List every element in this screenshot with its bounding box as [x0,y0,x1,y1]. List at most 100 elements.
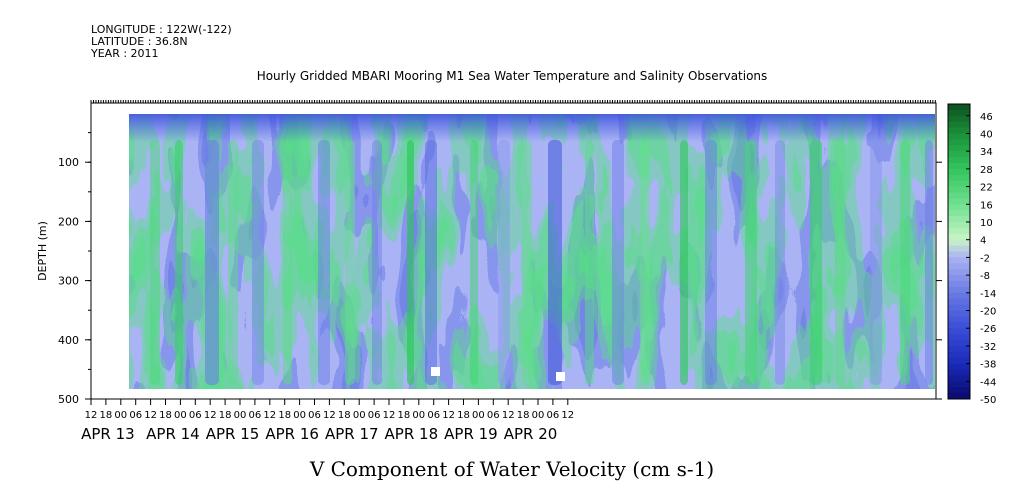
x-hour-label: 06 [249,410,262,421]
colorbar-swatch [948,115,970,123]
x-hour-label: 12 [323,410,336,421]
velocity-streak [745,140,757,385]
colorbar-swatch [948,186,970,193]
colorbar-swatch [948,340,970,347]
x-date-label: APR 19 [444,425,498,443]
x-hour-label: 06 [547,410,560,421]
colorbar-swatch [948,233,970,241]
x-hour-label: 00 [174,410,187,421]
colorbar-swatch [948,275,970,282]
colorbar-swatch [948,251,970,258]
velocity-streak [318,140,330,385]
x-hour-label: 12 [502,410,515,421]
x-date-label: APR 15 [206,425,260,443]
x-hour-label: 18 [278,410,291,421]
colorbar-frame [947,103,971,400]
colorbar-swatch [948,375,970,382]
colorbar-label: -8 [980,271,990,282]
colorbar-label: -26 [980,324,996,335]
colorbar-label: 4 [980,236,986,247]
velocity-streak [640,140,650,385]
velocity-streak [470,140,478,385]
x-date-label: APR 17 [325,425,379,443]
y-tick-label: 500 [58,393,79,406]
latitude-label: LATITUDE : 36.8N [91,35,188,48]
colorbar-swatch [948,139,970,146]
colorbar-swatch [948,192,970,199]
x-hour-label: 18 [100,410,113,421]
colorbar-label: 40 [980,130,993,141]
colorbar-swatch [948,310,970,317]
velocity-streak [870,140,882,385]
velocity-streak [228,140,238,385]
missing-cell-1 [431,367,440,376]
velocity-streak [498,140,510,385]
x-hour-label: 12 [144,410,157,421]
colorbar-swatch [948,334,970,341]
x-hour-label: 12 [204,410,217,421]
velocity-streak [612,140,624,385]
colorbar-swatch [948,322,970,329]
colorbar-label: 34 [980,147,993,158]
x-hour-label: 06 [487,410,500,421]
colorbar-swatch [948,210,970,217]
colorbar-swatch [948,227,970,235]
colorbar-swatch [948,387,970,394]
velocity-streak [345,140,355,385]
colorbar: 46 40 34 28 22 16 10 4 -2 -8 -14 -20 -26 -32 -38 -44 -50 [947,103,996,406]
x-hour-label: 12 [561,410,574,421]
x-date-label: APR 13 [81,425,135,443]
x-hour-label: 12 [85,410,98,421]
velocity-bands [150,140,933,385]
colorbar-swatch [948,133,970,140]
colorbar-swatch [948,204,970,211]
colorbar-swatch [948,357,970,364]
colorbar-swatch [948,239,970,246]
x-date-label: APR 18 [385,425,439,443]
year-label: YEAR : 2011 [91,47,159,60]
colorbar-label: 10 [980,218,993,229]
colorbar-swatch [948,222,970,229]
colorbar-label: 22 [980,183,993,194]
colorbar-swatch [948,157,970,164]
x-hour-label: 00 [472,410,485,421]
colorbar-swatch [948,198,970,205]
x-hour-label: 00 [234,410,247,421]
longitude-label: LONGITUDE : 122W(-122) [91,23,232,36]
colorbar-swatch [948,269,970,276]
x-hour-label: 06 [368,410,381,421]
colorbar-swatch [948,121,970,128]
chart-title: Hourly Gridded MBARI Mooring M1 Sea Wate… [257,69,768,83]
velocity-streak [680,140,688,385]
colorbar-swatch [948,298,970,305]
x-hour-label: 18 [398,410,411,421]
velocity-streak [835,140,845,385]
colorbar-swatch [948,127,970,134]
colorbar-swatch [948,245,970,252]
velocity-streak [775,140,785,385]
x-hour-label: 12 [442,410,455,421]
velocity-streak [283,140,292,385]
x-axis-label: V Component of Water Velocity (cm s-1) [309,457,714,481]
velocity-streak [372,140,382,385]
x-hour-label: 00 [293,410,306,421]
velocity-streak [407,140,414,385]
colorbar-swatch [948,351,970,359]
colorbar-swatch [948,286,970,294]
velocity-streak [425,140,437,385]
x-hour-label: 00 [412,410,425,421]
velocity-streak [810,140,822,385]
x-hour-label: 06 [129,410,142,421]
colorbar-label: 28 [980,165,993,176]
velocity-streak [205,140,219,385]
heatmap-field [129,114,935,389]
velocity-streak [150,140,160,385]
x-hour-label: 18 [159,410,172,421]
colorbar-label: -38 [980,360,996,371]
colorbar-swatch [948,369,970,376]
colorbar-label: -20 [980,307,996,318]
velocity-streak [548,140,562,385]
colorbar-swatch [948,145,970,152]
colorbar-swatch [948,174,970,182]
